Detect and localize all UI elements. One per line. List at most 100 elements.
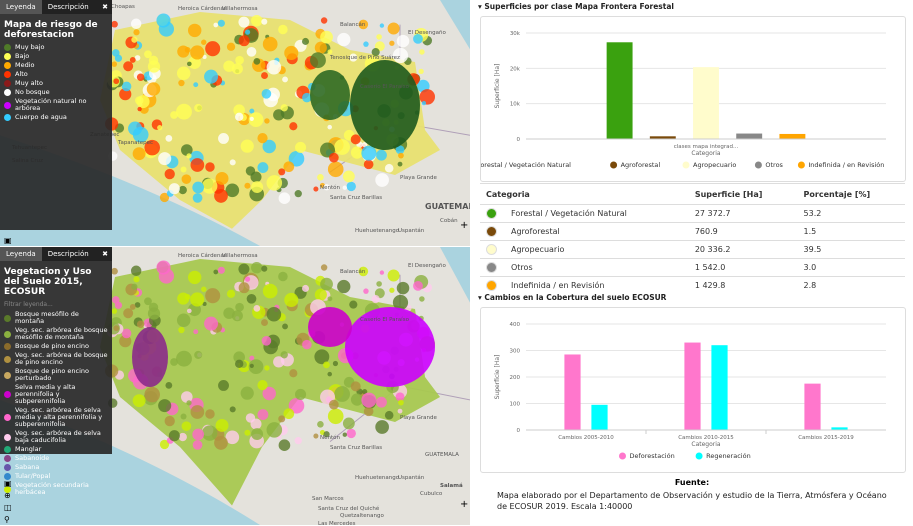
map-patch bbox=[246, 46, 257, 57]
map-patch bbox=[251, 428, 264, 441]
table-row: Otros 1 542.0 3.0 bbox=[480, 258, 905, 277]
table-cell: Otros bbox=[480, 258, 689, 277]
legend-label: Bosque de pino encino perturbado bbox=[15, 367, 90, 382]
map-patch bbox=[240, 139, 254, 153]
cell-text: 1 542.0 bbox=[694, 263, 726, 272]
legend-panel: Leyenda Descripción ✖ Vegetacion y Uso del… bbox=[0, 247, 112, 496]
tab[interactable]: Descripción bbox=[47, 3, 89, 11]
place-label: Las Mercedes bbox=[318, 521, 356, 525]
tab[interactable]: Leyenda bbox=[0, 247, 42, 261]
legend-swatch bbox=[695, 452, 703, 460]
map-patch bbox=[288, 397, 305, 414]
map-patch bbox=[147, 307, 161, 320]
map-patch bbox=[157, 125, 163, 131]
map-patch bbox=[288, 150, 305, 167]
table-wrap: Categoria Superficie [Ha] Porcentaje [%] Fo… bbox=[480, 183, 905, 294]
map-patch bbox=[229, 159, 236, 166]
map-patch bbox=[257, 162, 269, 174]
x-tick-label: Cambios 2010-2015 bbox=[678, 435, 734, 441]
map-patch bbox=[218, 380, 229, 391]
bar bbox=[804, 383, 821, 430]
table-cell: 27 372.7 bbox=[688, 204, 798, 223]
map-patch bbox=[289, 369, 298, 378]
map-patch bbox=[190, 405, 205, 419]
save-icon[interactable]: ▣ bbox=[4, 236, 12, 245]
x-axis-label: Categoria bbox=[691, 150, 721, 157]
cell-text: Agroforestal bbox=[511, 227, 560, 236]
section-heading[interactable]: ▾ Superficies por clase Mapa Frontera Fo… bbox=[478, 2, 674, 11]
table-cell: Agropecuario bbox=[480, 240, 689, 259]
map-patch bbox=[226, 289, 236, 298]
legend-label: Veg. sec. arbórea de bosque mesófilo de … bbox=[15, 326, 108, 341]
map-patch bbox=[192, 193, 203, 203]
map-patch bbox=[111, 20, 118, 28]
map-patch bbox=[226, 42, 236, 51]
map-patch bbox=[129, 57, 136, 63]
data-table: Categoria Superficie [Ha] Porcentaje [%] Fo… bbox=[480, 183, 905, 294]
map-patch bbox=[345, 307, 435, 387]
place-label: Santa Cruz Barillas bbox=[330, 445, 382, 451]
map-patch bbox=[280, 104, 288, 112]
map-patch bbox=[192, 428, 204, 441]
map-patch bbox=[181, 421, 192, 431]
legend-label: Deforestación bbox=[630, 452, 675, 460]
place-label: Cobán bbox=[440, 217, 458, 224]
legend-item: Muy alto bbox=[4, 80, 108, 87]
legend-swatch bbox=[619, 452, 626, 460]
map-patch bbox=[165, 381, 173, 389]
zoom-control[interactable]: + bbox=[460, 499, 468, 510]
place-label: El Desengaño bbox=[408, 263, 446, 269]
map-patch bbox=[310, 70, 350, 120]
map-patch bbox=[165, 134, 173, 142]
map-patch bbox=[114, 301, 123, 309]
legend-swatch bbox=[4, 473, 11, 480]
legend-swatch bbox=[4, 355, 11, 363]
legend-list: Muy bajo Bajo Medio Alto Muy alto No bosque Ve… bbox=[0, 44, 112, 121]
legend-item: Bosque mesófilo de montaña bbox=[4, 311, 108, 325]
map-patch bbox=[178, 185, 187, 195]
close-icon[interactable]: ✖ bbox=[102, 250, 108, 258]
map-patch bbox=[233, 104, 245, 117]
bar bbox=[564, 354, 581, 430]
map-patch bbox=[202, 301, 207, 307]
map-patch bbox=[249, 108, 255, 114]
filter-input[interactable]: Filtrar leyenda... bbox=[4, 301, 53, 308]
x-axis-label: Categoria bbox=[691, 441, 721, 448]
map-patch bbox=[187, 61, 192, 67]
zoom-control[interactable]: + bbox=[460, 220, 468, 231]
map-tools[interactable]: ▣ ⊕ ◫ ⚲ bbox=[4, 479, 12, 524]
map-patch bbox=[131, 36, 138, 43]
table-cell: 20 336.2 bbox=[688, 240, 798, 259]
map-patch bbox=[223, 60, 235, 72]
map-patch bbox=[257, 132, 268, 144]
tab[interactable]: Leyenda bbox=[0, 0, 42, 14]
map-patch bbox=[261, 18, 268, 25]
map-patch bbox=[194, 350, 203, 359]
map-patch bbox=[375, 420, 389, 434]
cell-text: Indefinida / en Revisión bbox=[511, 281, 605, 290]
place-label: El Desengaño bbox=[408, 30, 446, 36]
source-text: Mapa elaborado por el Departamento de Ob… bbox=[497, 491, 887, 511]
table-row: Agropecuario 20 336.2 39.5 bbox=[480, 240, 905, 259]
legend-swatch bbox=[4, 53, 11, 60]
map-patch bbox=[192, 181, 204, 194]
map-patch bbox=[170, 111, 178, 119]
map-patch bbox=[262, 36, 278, 52]
legend-swatch bbox=[4, 371, 11, 379]
legend-label: Vegetación natural no arbórea bbox=[15, 97, 87, 112]
close-icon[interactable]: ✖ bbox=[102, 3, 108, 11]
section-heading[interactable]: ▾ Cambios en la Cobertura del suelo ECOS… bbox=[478, 293, 667, 302]
tab[interactable]: Descripción bbox=[47, 250, 89, 258]
map-patch bbox=[201, 39, 207, 45]
y-tick-label: 300 bbox=[510, 349, 521, 355]
map-patch bbox=[181, 174, 192, 184]
legend-swatch bbox=[4, 62, 11, 69]
legend-title: Vegetacion y Uso del Suelo 2015, ECOSUR bbox=[4, 267, 92, 297]
table-cell: 1.5 bbox=[797, 222, 905, 241]
map-patch bbox=[334, 386, 350, 402]
legend-item: Alto bbox=[4, 71, 108, 78]
map-patch bbox=[282, 323, 288, 330]
bar-chart: 0 10k 20k 30k Superficie [Ha] clases mapa int… bbox=[480, 16, 906, 182]
map-patch bbox=[213, 269, 219, 275]
